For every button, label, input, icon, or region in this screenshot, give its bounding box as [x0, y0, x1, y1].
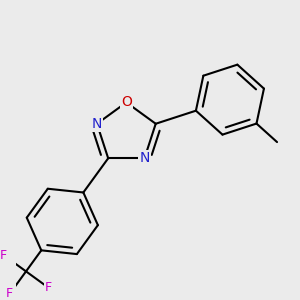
Text: N: N — [92, 117, 102, 131]
Text: O: O — [121, 95, 132, 110]
Text: F: F — [0, 249, 7, 262]
Text: F: F — [45, 281, 52, 294]
Text: N: N — [139, 151, 150, 165]
Text: F: F — [6, 287, 13, 300]
